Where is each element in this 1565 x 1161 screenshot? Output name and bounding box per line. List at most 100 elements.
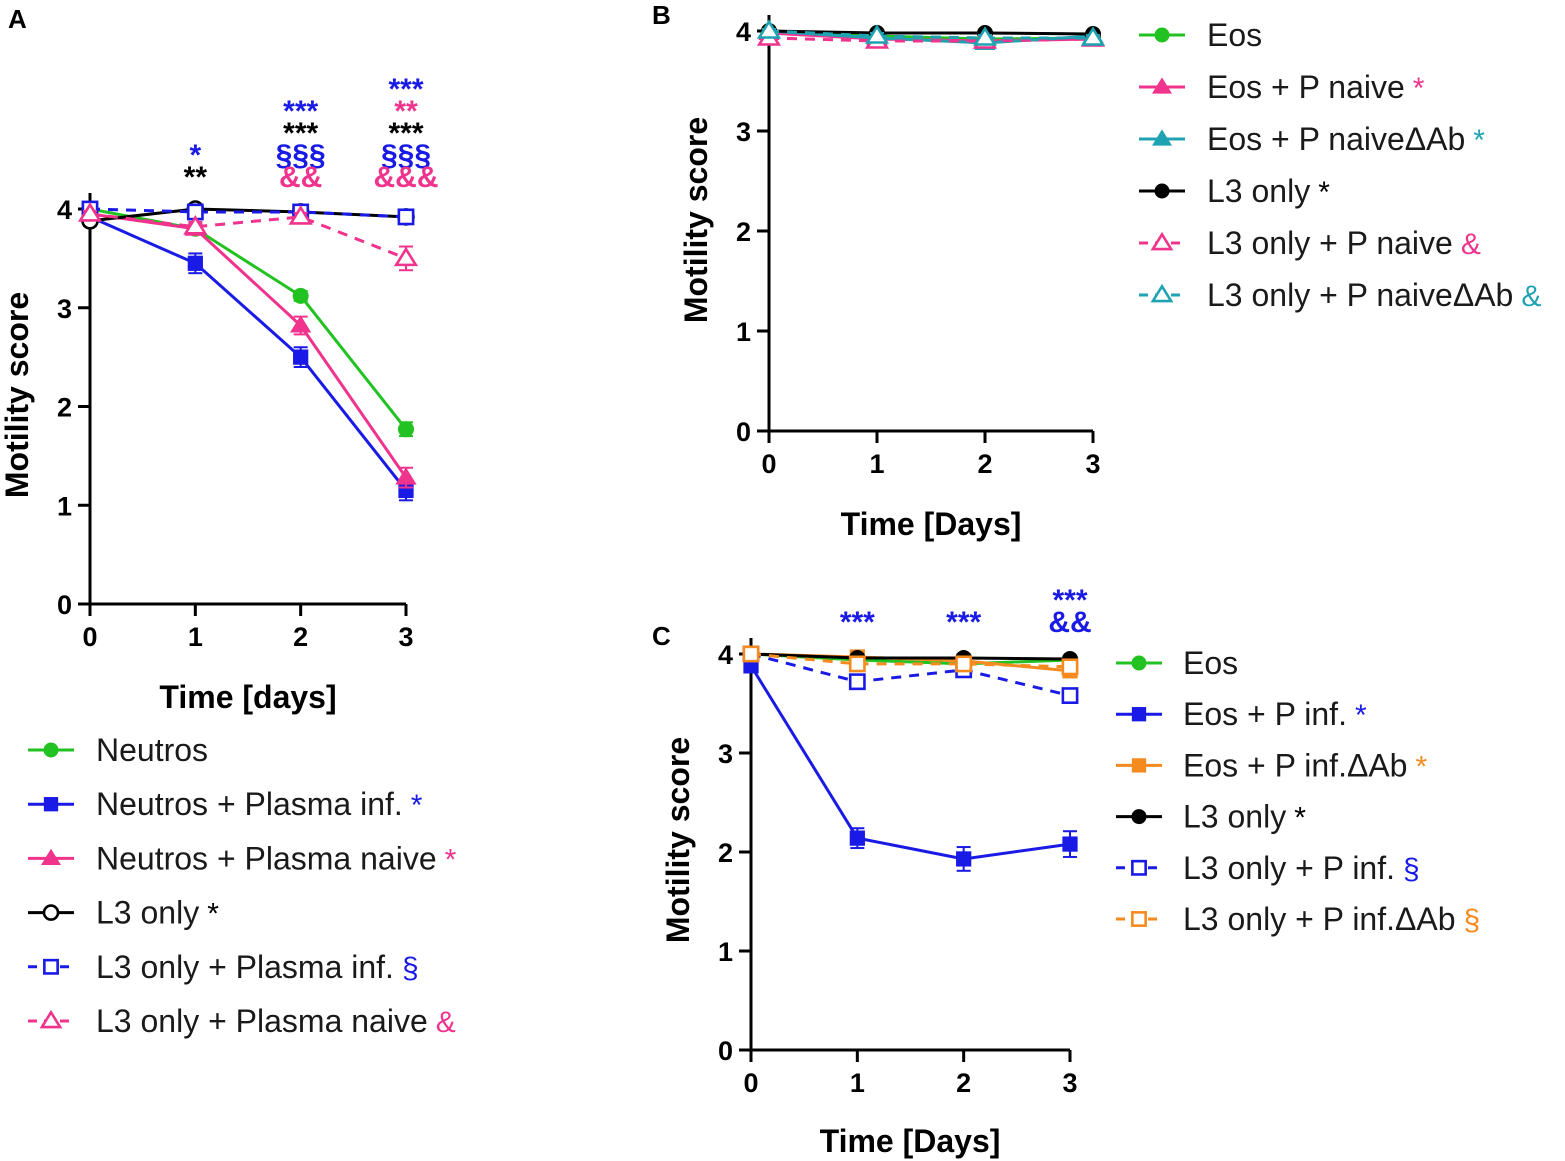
legend-label-text: Eos + P inf.	[1183, 696, 1347, 732]
data-point	[848, 655, 866, 673]
legend-label: Neutros + Plasma naive *	[96, 840, 457, 876]
legend-significance-mark: *	[1415, 750, 1427, 783]
legend-marker	[1154, 27, 1170, 43]
legend-significance-mark: &	[436, 1006, 456, 1039]
x-tick-label: 3	[1062, 1068, 1077, 1098]
legend-label: L3 only + P inf. §	[1183, 850, 1420, 886]
legend-significance-mark: *	[1294, 802, 1306, 835]
legend-label-text: Eos	[1207, 17, 1262, 53]
legend-label-text: Neutros + Plasma inf.	[96, 786, 403, 822]
data-point	[183, 215, 208, 235]
legend-label-text: L3 only + Plasma naive	[96, 1003, 428, 1039]
legend-label-text: L3 only + P inf.ΔAb	[1183, 901, 1456, 937]
panel-letter: A	[8, 4, 27, 34]
data-series	[742, 645, 1079, 676]
data-point	[1061, 687, 1079, 705]
significance-label: §§§	[381, 139, 431, 172]
y-tick-label: 3	[718, 739, 733, 769]
legend-significance-mark: §	[1403, 853, 1420, 886]
legend-label: L3 only + P naiveΔAb &	[1207, 277, 1541, 313]
legend-label-text: L3 only + P inf.	[1183, 850, 1395, 886]
y-tick-label: 4	[736, 17, 751, 47]
legend-significance-mark: *	[207, 898, 219, 931]
legend-marker	[1150, 231, 1174, 251]
data-point	[397, 208, 415, 226]
significance-label: §§§	[276, 139, 326, 172]
legend-label: L3 only *	[1183, 799, 1306, 835]
legend-label-text: L3 only + Plasma inf.	[96, 949, 394, 985]
y-axis-title: Motility score	[0, 292, 35, 498]
legend-significance-mark: *	[445, 843, 457, 876]
legend-label: Eos + P naive *	[1207, 69, 1425, 105]
significance-label: ***	[388, 73, 423, 106]
data-point	[1080, 26, 1106, 46]
x-tick-label: 2	[977, 449, 992, 479]
legend-label: L3 only + P inf.ΔAb §	[1183, 901, 1480, 937]
y-axis-title: Motility score	[660, 737, 696, 943]
legend-significance-mark: §	[402, 952, 419, 985]
data-point	[1062, 836, 1078, 852]
y-tick-label: 0	[736, 417, 751, 447]
legend-significance-mark: *	[1413, 72, 1425, 105]
y-tick-label: 0	[57, 590, 72, 620]
data-point	[955, 655, 973, 673]
legend-significance-mark: *	[1473, 124, 1485, 157]
x-tick-label: 1	[188, 622, 203, 652]
legend-label-text: Neutros + Plasma naive	[96, 840, 437, 876]
legend-marker	[40, 848, 62, 865]
y-axis-title: Motility score	[678, 117, 714, 323]
legend-label-text: L3 only + P naive	[1207, 225, 1453, 261]
y-tick-label: 4	[57, 195, 72, 225]
data-point	[292, 287, 309, 304]
legend-label: Eos	[1183, 645, 1238, 681]
x-tick-label: 0	[82, 622, 97, 652]
significance-label: &&	[1048, 606, 1091, 639]
legend-label: L3 only + Plasma inf. §	[96, 949, 419, 985]
series-line	[89, 207, 408, 431]
y-tick-label: 3	[57, 294, 72, 324]
data-series	[79, 203, 417, 489]
legend-marker	[1131, 809, 1147, 825]
significance-label: ***	[840, 606, 875, 639]
panel-letter: B	[652, 0, 671, 30]
series-line	[89, 212, 408, 479]
legend-label: L3 only + P naive &	[1207, 225, 1481, 261]
legend-label: Eos + P inf. *	[1183, 696, 1367, 732]
legend-significance-mark: *	[411, 789, 423, 822]
y-tick-label: 2	[736, 217, 751, 247]
legend-label: L3 only + Plasma naive &	[96, 1003, 456, 1039]
legend-marker	[1131, 859, 1147, 876]
legend-label: Neutros + Plasma inf. *	[96, 786, 423, 822]
x-axis-title: Time [Days]	[820, 1123, 1001, 1159]
x-tick-label: 0	[761, 449, 776, 479]
legend-label: Neutros	[96, 732, 208, 768]
series-line	[749, 665, 1071, 861]
y-tick-label: 4	[718, 640, 733, 670]
panel-a: A 0 1 2 3 0 1 2 3 4 Time [days] Motility score Neutr…	[0, 4, 457, 1039]
y-tick-label: 1	[718, 937, 733, 967]
y-tick-label: 3	[736, 117, 751, 147]
legend-label-text: L3 only	[1183, 799, 1286, 835]
legend-marker	[1150, 283, 1174, 303]
legend-marker	[39, 1009, 63, 1029]
x-tick-label: 1	[869, 449, 884, 479]
legend-marker	[43, 742, 59, 758]
legend-label: Eos + P naiveΔAb *	[1207, 121, 1485, 157]
y-tick-label: 2	[57, 393, 72, 423]
panel-letter: C	[652, 621, 671, 651]
significance-label: ***	[283, 95, 318, 128]
significance-label: ***	[283, 117, 318, 150]
legend-marker	[1131, 911, 1147, 927]
series-line	[768, 29, 1093, 40]
significance-label: ***	[388, 117, 423, 150]
x-tick-label: 3	[398, 622, 413, 652]
legend-label: L3 only *	[1207, 173, 1330, 209]
x-tick-label: 2	[956, 1068, 971, 1098]
x-tick-label: 0	[743, 1068, 758, 1098]
legend-marker	[1154, 183, 1170, 199]
legend-label-text: L3 only	[1207, 173, 1310, 209]
legend-marker	[1151, 129, 1173, 146]
legend-marker	[42, 904, 60, 921]
legend-label-text: Eos	[1183, 645, 1238, 681]
